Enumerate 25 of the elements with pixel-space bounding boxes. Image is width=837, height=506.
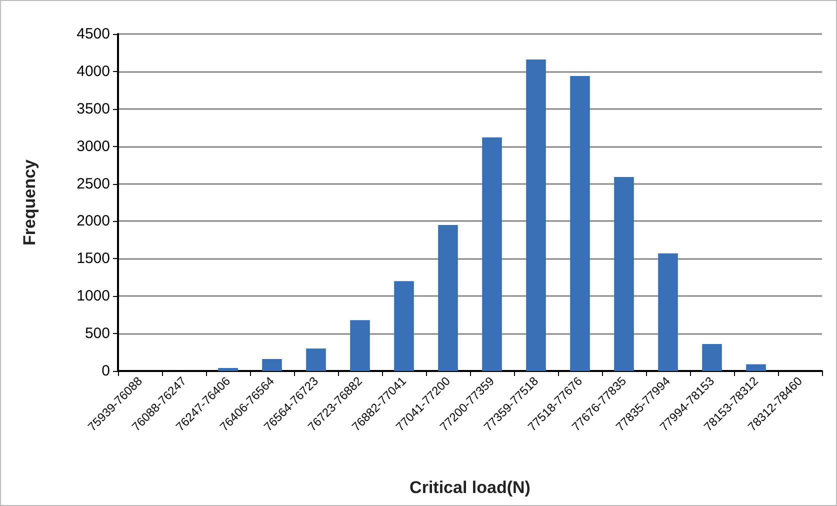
y-tick-label: 4000 [76, 62, 110, 80]
x-axis-title: Critical load(N) [410, 478, 530, 497]
bar [218, 368, 238, 371]
bar [526, 59, 546, 371]
bar [614, 177, 634, 371]
bar [350, 320, 370, 371]
bar [438, 224, 458, 371]
y-tick-label: 2500 [76, 175, 110, 192]
y-tick-label: 4500 [76, 26, 110, 42]
y-tick-label: 1500 [76, 250, 110, 268]
y-tick-label: 3500 [76, 100, 110, 118]
bar [394, 281, 414, 371]
bar [262, 359, 282, 371]
bar [306, 348, 326, 371]
bar [746, 364, 766, 371]
bar [702, 344, 722, 371]
bar [658, 253, 678, 371]
y-tick-label: 3000 [76, 138, 110, 155]
y-tick-label: 1000 [76, 288, 110, 305]
bar [482, 137, 502, 371]
y-tick-label: 2000 [76, 212, 110, 230]
y-axis-title: Frequency [20, 158, 39, 246]
y-tick-label: 500 [84, 325, 110, 342]
bar [570, 76, 590, 371]
y-tick-label: 0 [102, 362, 110, 380]
